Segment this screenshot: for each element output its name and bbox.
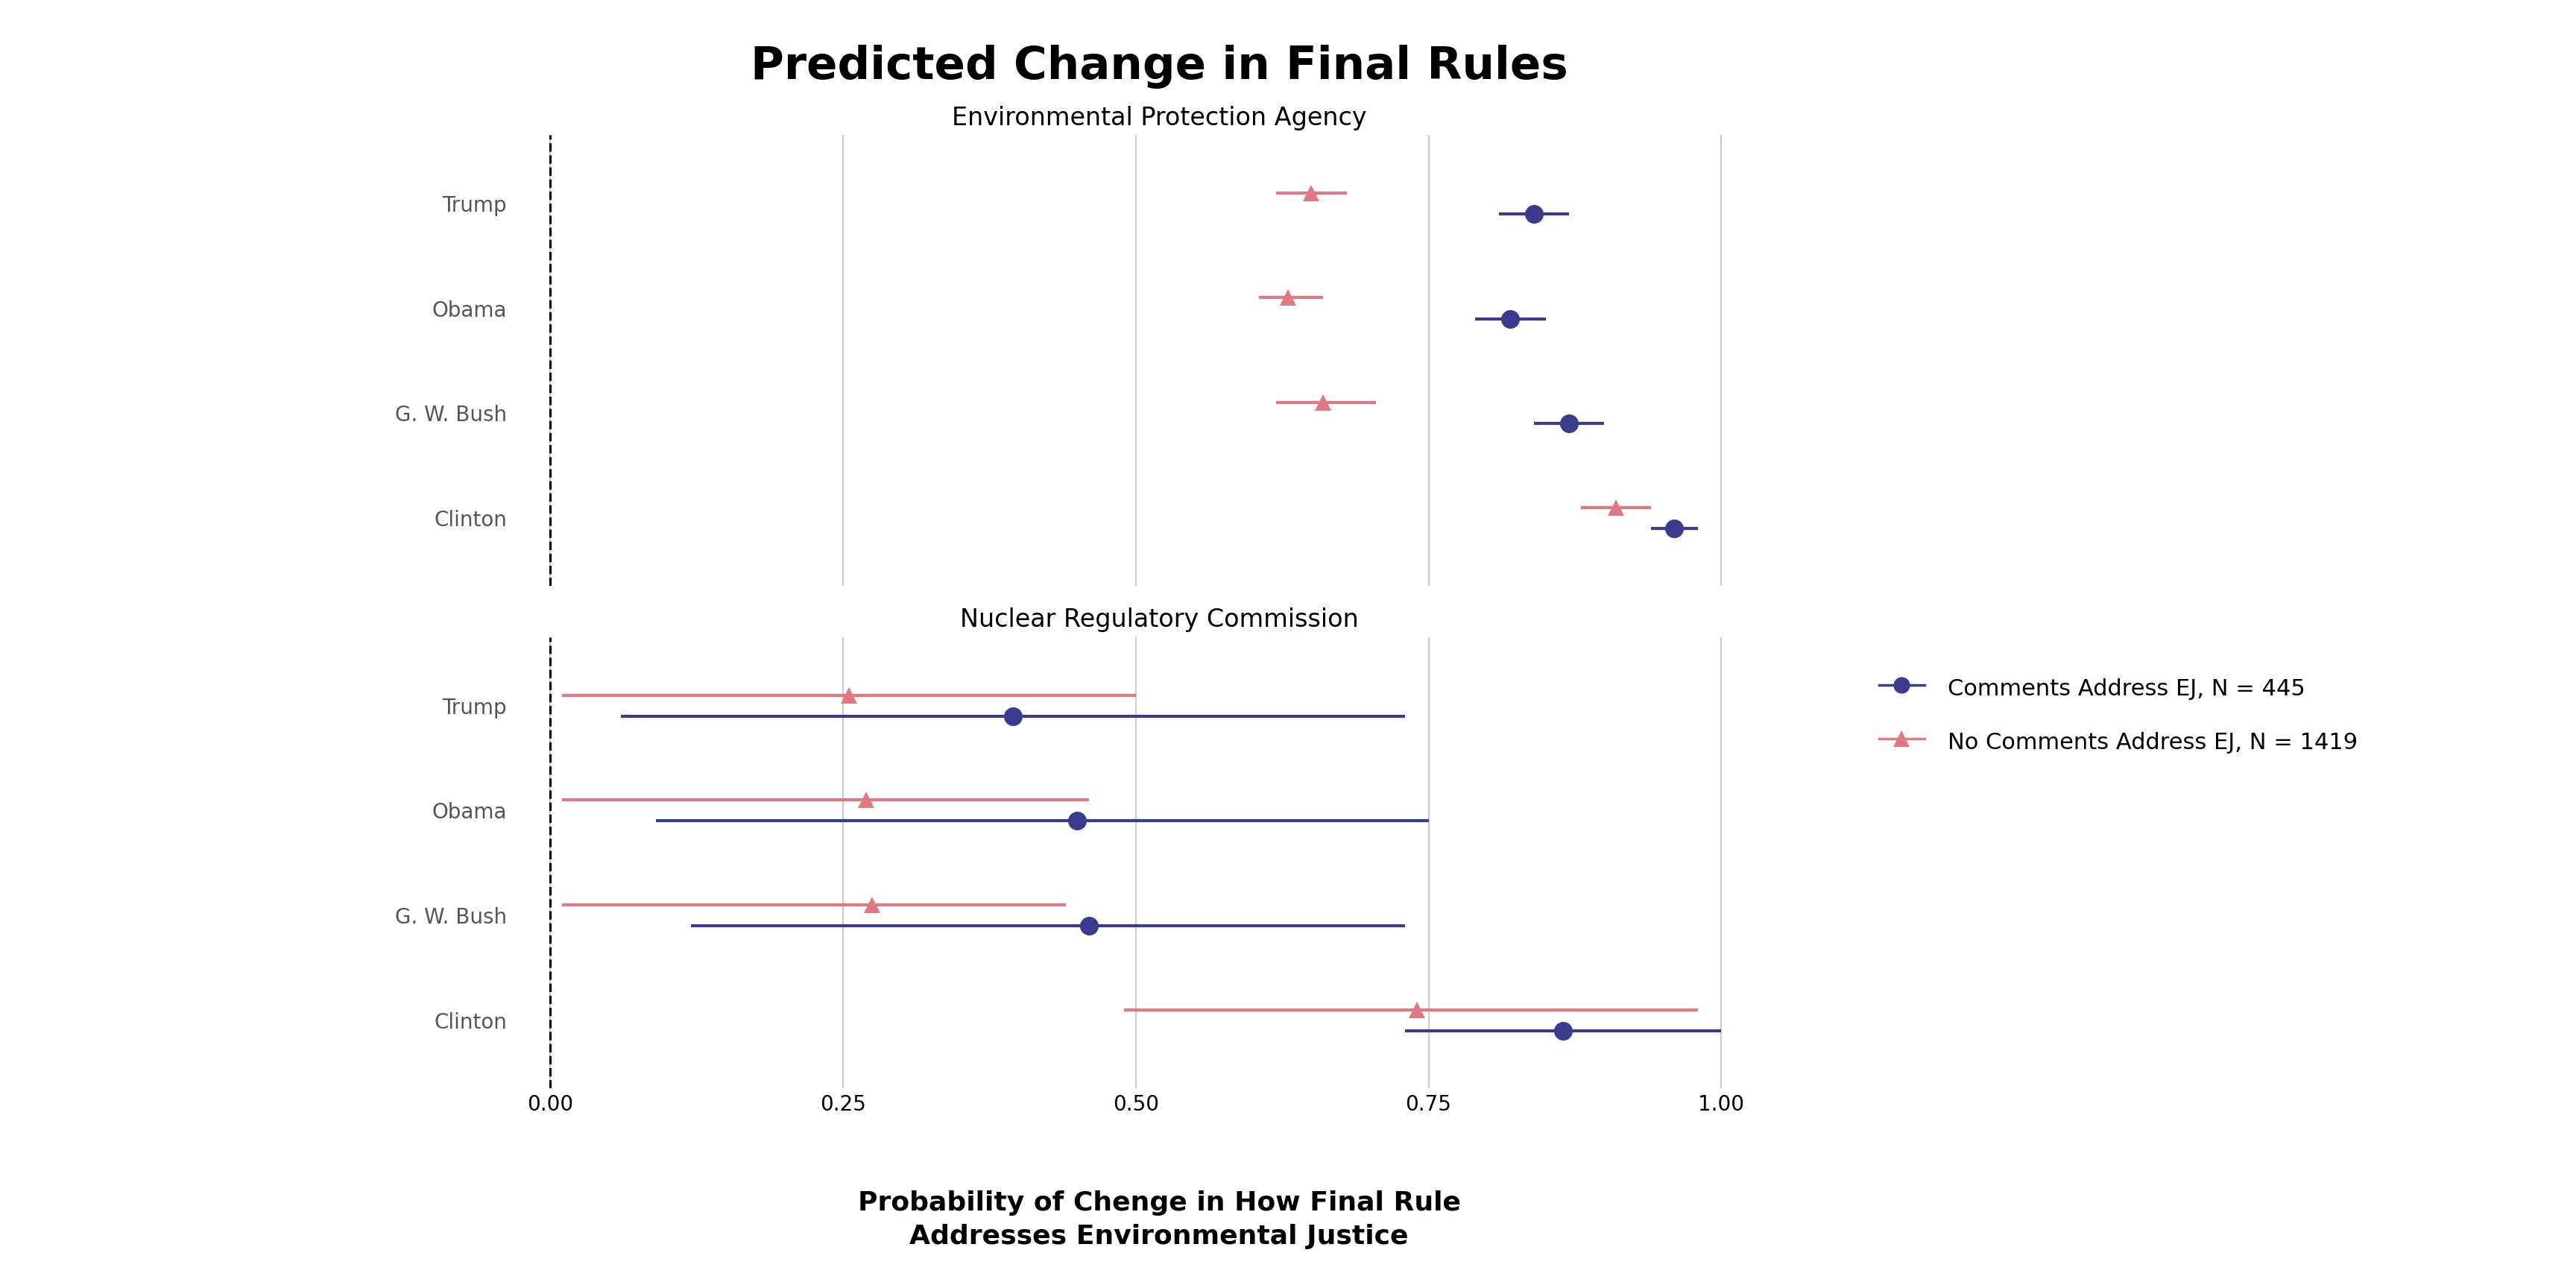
Text: Predicted Change in Final Rules: Predicted Change in Final Rules (750, 45, 1569, 89)
Title: Environmental Protection Agency: Environmental Protection Agency (951, 106, 1368, 130)
Title: Nuclear Regulatory Commission: Nuclear Regulatory Commission (961, 608, 1358, 632)
Text: Probability of Chenge in How Final Rule
Addresses Environmental Justice: Probability of Chenge in How Final Rule … (858, 1190, 1461, 1249)
Legend: Comments Address EJ, N = 445, No Comments Address EJ, N = 1419: Comments Address EJ, N = 445, No Comment… (1878, 675, 2357, 755)
